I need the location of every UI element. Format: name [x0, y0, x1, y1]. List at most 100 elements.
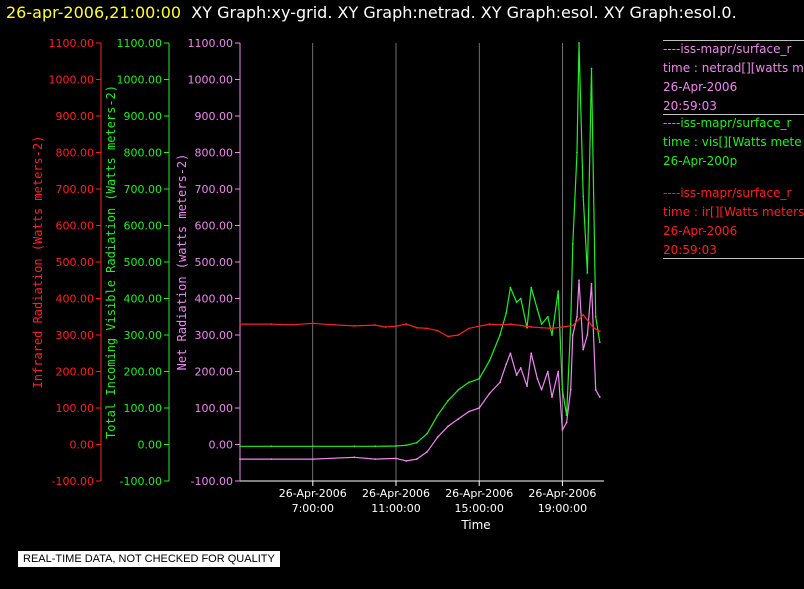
- data-point-infrared: [551, 327, 553, 330]
- data-point-net: [426, 450, 429, 453]
- data-point-visible: [546, 315, 549, 318]
- data-point-net: [478, 407, 481, 409]
- y-tick-label: 1000.00: [188, 74, 234, 87]
- data-point-net: [505, 363, 508, 366]
- y-tick-label: 0.00: [209, 439, 234, 452]
- data-point-infrared: [582, 314, 585, 316]
- y-tick-label: 500.00: [56, 256, 95, 269]
- series-line-infrared: [240, 314, 601, 338]
- data-point-infrared: [332, 323, 335, 326]
- data-point-infrared: [291, 323, 293, 326]
- data-point-visible: [405, 444, 408, 447]
- y-tick-label: 400.00: [56, 293, 95, 306]
- y-tick-label: 1000.00: [117, 74, 163, 87]
- y-tick-label: -100.00: [52, 475, 94, 488]
- y-tick-label: 0.00: [70, 439, 95, 452]
- data-point-visible: [598, 341, 601, 344]
- data-point-net: [578, 279, 580, 282]
- data-point-visible: [415, 441, 418, 444]
- data-point-net: [571, 334, 574, 336]
- y-tick-label: 900.00: [124, 110, 163, 123]
- data-point-infrared: [509, 323, 512, 325]
- data-point-net: [519, 366, 522, 369]
- data-point-infrared: [499, 323, 501, 326]
- data-point-visible: [457, 388, 460, 391]
- y-tick-label: 800.00: [124, 147, 163, 160]
- chart-title: 26-apr-2006,21:00:00 XY Graph:xy-grid. X…: [6, 3, 737, 22]
- data-point-infrared: [311, 322, 314, 325]
- data-point-visible: [557, 290, 560, 293]
- data-point-visible: [467, 381, 470, 384]
- data-point-net: [598, 396, 601, 398]
- y-tick-label: 100.00: [124, 402, 163, 415]
- data-point-net: [395, 457, 397, 460]
- data-point-visible: [569, 323, 572, 325]
- data-point-visible: [447, 399, 449, 402]
- series-line-visible: [240, 42, 601, 447]
- x-tick-label-date: 26-Apr-2006: [279, 487, 347, 500]
- data-point-infrared: [436, 329, 439, 332]
- data-point-infrared: [592, 326, 595, 329]
- y-tick-label: 100.00: [195, 402, 234, 415]
- legend-infrared-line-4: 20:59:03: [663, 243, 717, 257]
- y-tick-label: -100.00: [120, 475, 162, 488]
- y-axis-title: Total Incoming Visible Radiation (Watts …: [104, 85, 118, 439]
- data-point-infrared: [395, 325, 397, 328]
- series-line-net: [240, 279, 601, 462]
- data-point-visible: [311, 445, 314, 448]
- data-point-visible: [515, 301, 518, 304]
- y-tick-label: 300.00: [56, 329, 95, 342]
- data-point-visible: [488, 359, 491, 362]
- data-point-net: [551, 396, 553, 398]
- data-point-visible: [353, 445, 356, 448]
- y-tick-label: 500.00: [124, 256, 163, 269]
- data-point-net: [586, 334, 589, 336]
- legend-net-line-3: 26-Apr-2006: [663, 80, 738, 94]
- data-point-net: [447, 425, 449, 428]
- timestamp: 26-apr-2006,21:00:00: [6, 3, 182, 22]
- data-point-infrared: [478, 325, 481, 328]
- data-point-infrared: [447, 335, 449, 338]
- data-point-net: [509, 352, 512, 355]
- y-tick-label: 1000.00: [49, 74, 95, 87]
- x-tick-label-date: 26-Apr-2006: [445, 487, 513, 500]
- data-point-net: [582, 348, 585, 351]
- data-point-net: [557, 370, 560, 373]
- y-tick-label: 400.00: [195, 293, 234, 306]
- legend-infrared-line-1: ----iss-mapr/surface_r: [663, 186, 792, 200]
- legend-net: ----iss-mapr/surface_r time : netrad[][w…: [663, 40, 804, 116]
- data-point-net: [467, 410, 470, 413]
- x-axis-title: Time: [460, 518, 490, 532]
- data-point-net: [546, 370, 549, 373]
- data-point-visible: [582, 195, 585, 198]
- data-point-net: [540, 388, 543, 391]
- y-tick-label: 300.00: [124, 329, 163, 342]
- data-point-net: [499, 381, 501, 384]
- legend-net-line-4: 20:59:03: [663, 99, 717, 113]
- data-point-infrared: [571, 324, 574, 327]
- data-point-infrared: [426, 327, 429, 330]
- data-point-visible: [270, 445, 273, 448]
- data-point-visible: [586, 272, 589, 274]
- data-point-net: [565, 421, 568, 424]
- data-point-visible: [426, 432, 429, 435]
- x-tick-label-date: 26-Apr-2006: [528, 487, 596, 500]
- legend-visible-line-2: time : vis[][Watts mete: [663, 135, 802, 149]
- y-tick-label: 700.00: [124, 183, 163, 196]
- data-point-net: [353, 456, 356, 459]
- data-point-visible: [509, 286, 512, 289]
- data-point-visible: [239, 445, 241, 448]
- y-tick-label: 100.00: [56, 402, 95, 415]
- legend-visible-line-3: 26-Apr-200p: [663, 154, 738, 168]
- data-point-visible: [571, 242, 574, 245]
- y-tick-label: 700.00: [56, 183, 95, 196]
- y-tick-label: 1100.00: [117, 37, 163, 50]
- x-tick-label-time: 19:00:00: [538, 502, 587, 515]
- y-tick-label: 300.00: [195, 329, 234, 342]
- y-tick-label: 1100.00: [188, 37, 234, 50]
- data-point-net: [436, 436, 439, 439]
- data-point-net: [415, 458, 418, 460]
- data-point-visible: [519, 297, 522, 300]
- data-point-infrared: [467, 327, 470, 330]
